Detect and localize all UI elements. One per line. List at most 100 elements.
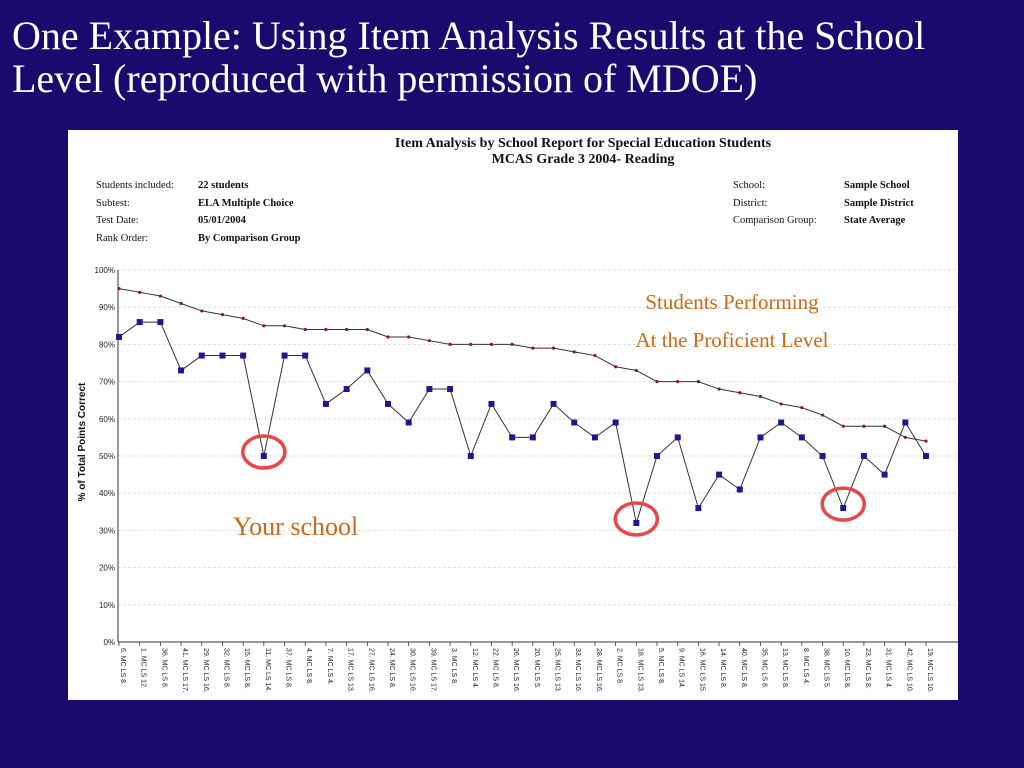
comparison-data-point [427,339,431,343]
school-data-point [426,386,433,393]
school-data-point [674,434,681,441]
school-data-point [198,352,205,359]
comparison-data-point [117,287,121,291]
school-data-point [736,486,743,493]
x-tick-label: 8. MC LS 4. [802,648,809,685]
x-tick-label: 15. MC LS 8. [243,648,250,689]
info-value: By Comparison Group [198,232,301,244]
x-tick-label: 1. MC LS 12. [140,648,147,689]
school-data-point [571,419,578,426]
right-info-block: School: Sample School District: Sample Dis… [733,177,914,230]
report-panel: Item Analysis by School Report for Speci… [68,130,958,700]
comparison-data-point [883,424,887,428]
school-data-point [923,453,929,459]
comparison-data-point [241,316,245,320]
x-tick-label: 6. MC LS 8. [119,648,126,685]
info-value: State Average [844,215,906,226]
x-tick-label: 29. MC LS 16. [202,648,209,693]
x-tick-label: 14. MC LS 8. [719,648,726,689]
x-tick-label: 24. MC LS 8. [388,648,395,689]
info-label: Subtest: [96,197,130,209]
x-tick-label: 37. MC LS 8. [285,648,292,689]
series-layer [116,287,929,526]
grid-layer [117,269,958,643]
comparison-data-point [365,327,369,332]
school-data-point [798,434,805,441]
x-tick-label: 10. MC LS 8. [843,648,850,689]
school-data-point [654,453,660,459]
school-data-point [612,419,619,426]
info-label: Rank Order: [96,232,149,244]
comparison-data-point [200,309,204,313]
comparison-data-point [614,365,618,369]
school-data-point [364,367,371,374]
comparison-data-point [345,327,349,332]
comparison-data-point [220,313,225,317]
x-tick-label: 12. MC LS 4. [471,648,478,689]
school-data-point [902,419,909,426]
comparison-data-point [386,335,390,339]
comparison-data-point [303,327,307,332]
comparison-data-point [324,327,328,332]
comparison-data-point [551,346,556,350]
info-row: Comparison Group: State Average [733,212,914,230]
x-tick-label: 26. MC LS 16. [512,648,519,693]
x-tick-label: 38. MC LS 5. [823,648,830,689]
info-label: School: [733,180,766,191]
x-tick-label: 25. MC LS 13. [554,648,561,693]
y-tick-label: 90% [99,303,115,312]
your-school-annotation: Your school [233,512,358,541]
info-row: Subtest: ELA Multiple Choice [96,195,301,213]
school-data-point [219,352,226,359]
item-analysis-line-chart: 0% 10% 20% 30% 40% 50% 60% 70% 80% 90% 100% 6. MC … [77,266,958,693]
x-tick-label: 28. MC LS 16. [595,648,602,693]
y-tick-label: 40% [99,489,115,498]
comparison-data-point [572,350,576,354]
comparison-data-point [903,435,907,439]
comparison-data-point [407,335,411,339]
x-tick-label: 35. MC LS 8. [760,648,767,689]
y-tick-label: 20% [99,564,115,573]
comparison-data-point [510,342,514,346]
comparison-data-point [820,413,825,417]
x-tick-label: 22. MC LS 8. [491,648,498,689]
school-data-point [322,400,329,407]
school-data-point [591,434,598,441]
school-data-point [529,434,536,441]
comparison-data-point [779,402,783,406]
report-title: Item Analysis by School Report for Speci… [308,136,858,168]
y-tick-label: 50% [99,452,115,461]
info-value: Sample District [844,197,914,209]
highlight-circle [241,434,287,470]
school-data-point [116,333,122,340]
info-value: 05/01/2004 [198,215,246,226]
x-tick-label: 13. MC LS 8. [781,648,788,689]
x-tick-label: 41. MC LS 17. [181,648,188,693]
x-tick-label: 9. MC LS 14. [678,648,685,689]
comparison-data-point [924,439,928,443]
comparison-data-point [489,342,494,346]
y-tick-label: 60% [99,415,115,424]
x-tick-label: 33. MC LS 16. [574,648,581,693]
x-tick-label: 18. MC LS 13. [636,648,643,693]
x-tick-label: 2. MC LS 8. [616,648,623,685]
school-data-point [281,352,288,359]
comparison-series-line [118,288,927,442]
school-series-line [118,321,927,524]
info-value: Sample School [844,180,910,191]
school-data-point [343,386,350,393]
comparison-data-point [448,342,452,346]
info-row: Rank Order: By Comparison Group [96,230,301,248]
comparison-data-point [282,324,287,328]
school-data-point [860,453,867,459]
comparison-data-point [758,394,763,399]
proficient-annotation-line2: At the Proficient Level [635,328,828,352]
proficient-annotation-line1: Students Performing [645,290,819,314]
school-data-point [716,471,723,478]
x-tick-label: 20. MC LS 5. [533,648,540,689]
comparison-data-point [262,324,266,328]
comparison-data-point [696,380,700,384]
report-title-line1: Item Analysis by School Report for Speci… [394,136,772,151]
info-label: Comparison Group: [733,215,817,226]
x-tick-label: 17. MC LS 13. [347,648,354,693]
